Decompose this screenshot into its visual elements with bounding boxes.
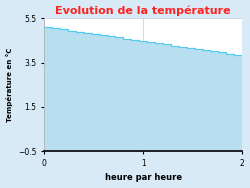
Title: Evolution de la température: Evolution de la température (55, 6, 231, 16)
Y-axis label: Température en °C: Température en °C (6, 48, 12, 122)
X-axis label: heure par heure: heure par heure (104, 174, 182, 182)
